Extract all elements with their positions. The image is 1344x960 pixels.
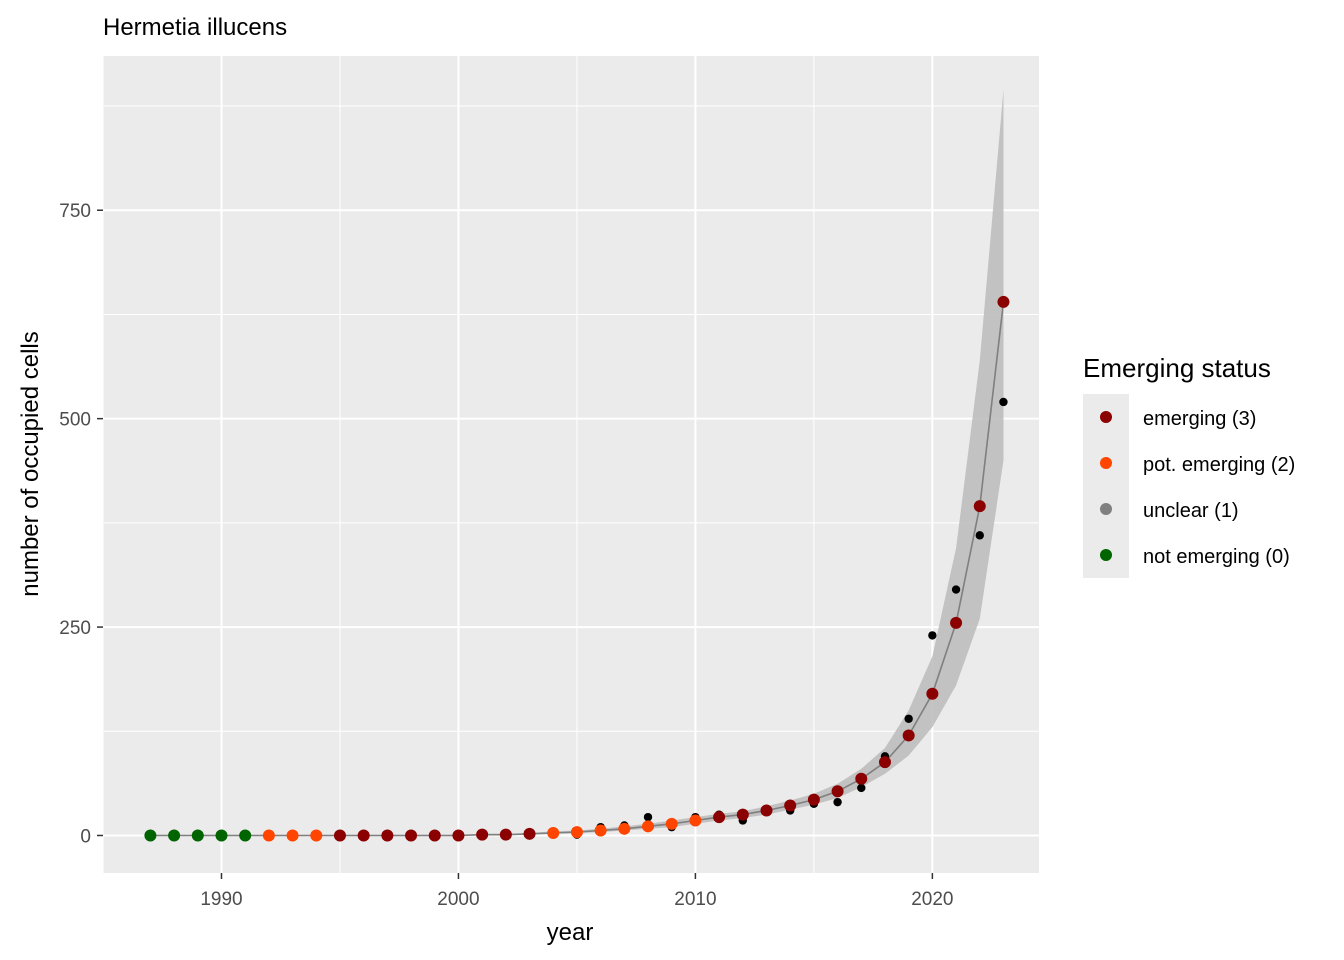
fitted-point	[594, 824, 607, 837]
fitted-point	[642, 820, 655, 833]
fitted-point	[855, 772, 868, 785]
fitted-point	[215, 829, 228, 842]
fitted-point	[713, 811, 726, 824]
legend-label: unclear (1)	[1143, 500, 1239, 522]
fitted-point	[689, 814, 702, 827]
fitted-point	[973, 500, 986, 513]
fitted-point	[452, 829, 465, 842]
legend: Emerging status emerging (3) pot. emergin…	[1083, 353, 1295, 578]
fitted-point	[191, 829, 204, 842]
fitted-point	[144, 829, 157, 842]
fitted-point	[499, 828, 512, 841]
fitted-point	[570, 826, 583, 839]
legend-key	[1100, 411, 1112, 423]
fitted-point	[736, 808, 749, 821]
fitted-point	[618, 822, 631, 835]
fitted-point	[381, 829, 394, 842]
fitted-point	[878, 756, 891, 769]
fitted-point	[760, 804, 773, 817]
fitted-point	[262, 829, 275, 842]
fitted-point	[665, 817, 678, 830]
fitted-points	[144, 295, 1010, 842]
observed-point	[857, 783, 866, 793]
fitted-point	[523, 827, 536, 840]
observed-point	[975, 531, 984, 540]
observed-point	[833, 797, 842, 807]
x-tick-label: 1990	[200, 889, 242, 910]
y-tick-label: 750	[59, 201, 91, 222]
legend-label: emerging (3)	[1143, 408, 1256, 430]
legend-label: pot. emerging (2)	[1143, 454, 1295, 476]
fitted-point	[357, 829, 370, 842]
fitted-point	[784, 799, 797, 812]
observed-point	[928, 631, 937, 640]
major-gridlines	[103, 56, 1039, 873]
fitted-point	[950, 616, 963, 629]
fitted-point	[239, 829, 252, 842]
fitted-point	[428, 829, 441, 842]
fitted-point	[547, 826, 560, 839]
minor-gridlines	[102, 56, 1039, 873]
legend-entries: emerging (3) pot. emerging (2) unclear (1)…	[1100, 408, 1295, 568]
legend-key	[1100, 549, 1112, 561]
fitted-point	[476, 828, 489, 841]
y-tick-label: 250	[59, 618, 91, 639]
fitted-point	[926, 687, 939, 700]
x-tick-label: 2020	[911, 889, 953, 910]
x-axis: 1990 2000 2010 2020	[200, 873, 954, 910]
fitted-point	[168, 829, 181, 842]
x-axis-title: year	[547, 919, 594, 946]
legend-key-background	[1083, 394, 1129, 578]
x-tick-label: 2010	[674, 889, 716, 910]
observed-point	[643, 812, 653, 822]
fitted-point	[405, 829, 418, 842]
legend-title: Emerging status	[1083, 353, 1271, 383]
fitted-point	[807, 793, 820, 806]
chart-title: Hermetia illucens	[103, 14, 287, 41]
y-tick-label: 500	[59, 410, 91, 431]
x-tick-label: 2000	[437, 889, 479, 910]
observed-point	[951, 585, 961, 594]
fitted-point	[902, 729, 915, 742]
legend-label: not emerging (0)	[1143, 546, 1290, 568]
legend-key	[1100, 457, 1112, 469]
fitted-point	[997, 295, 1010, 308]
fitted-point	[333, 829, 346, 842]
fitted-point	[286, 829, 299, 842]
plot-panel	[103, 56, 1039, 873]
y-axis: 0 250 500 750	[59, 201, 103, 847]
y-tick-label: 0	[80, 826, 91, 847]
fitted-point	[310, 829, 323, 842]
observed-point	[904, 714, 913, 723]
y-axis-title: number of occupied cells	[17, 331, 44, 596]
fitted-point	[831, 785, 844, 798]
observed-point	[999, 397, 1008, 407]
legend-key	[1100, 503, 1112, 515]
